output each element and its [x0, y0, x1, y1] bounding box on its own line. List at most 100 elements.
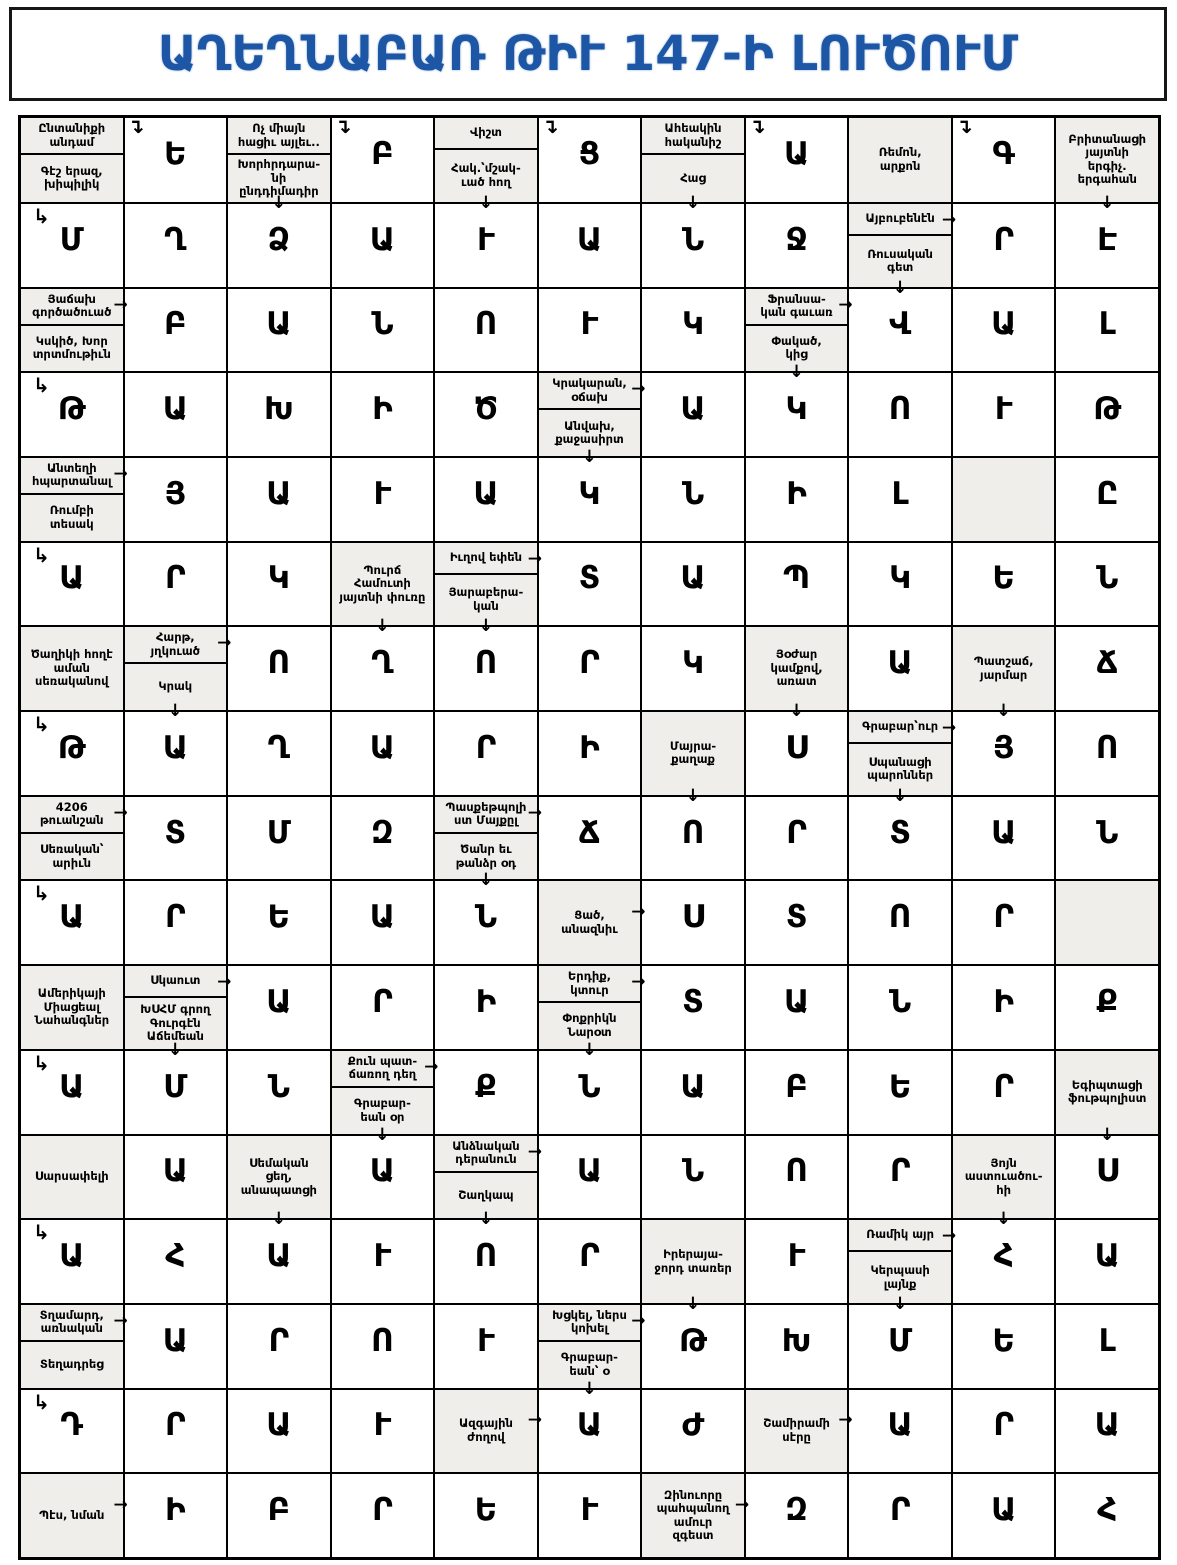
- answer-cell-r11c4: Ք →: [424, 1049, 538, 1135]
- answer-letter: Ա: [266, 306, 292, 343]
- answer-cell-r3c3: Ի: [330, 372, 435, 457]
- arrow-corner-right-icon: ↳: [33, 712, 50, 736]
- answer-letter: Ի: [475, 983, 497, 1020]
- answer-cell-r4c7: Ի: [744, 456, 849, 542]
- clue-text: Գէշ երազ, խիպիլիկ: [40, 163, 103, 192]
- answer-cell-r9c0: Ա ↳: [20, 880, 124, 966]
- answer-letter: Ն: [578, 1068, 601, 1105]
- answer-cell-r7c3: Ա: [330, 711, 435, 796]
- clue-cell-r15c7: Շամիրամի սէրը: [744, 1388, 849, 1474]
- answer-cell-r9c7: Տ: [744, 880, 849, 966]
- answer-letter: Ն: [1096, 814, 1119, 851]
- clue-top-half: Ահեակին հականիշ: [642, 118, 744, 156]
- split-clue-cell-r2c7: Ֆրանսա- կան գաւառ Փակած, կից: [744, 287, 849, 373]
- answer-cell-r14c2: Ր: [227, 1303, 331, 1389]
- answer-cell-r12c6: Ն: [641, 1134, 745, 1220]
- clue-top-half: Ընտանիքի անդամ: [21, 118, 123, 156]
- clue-top-half: Վիշտ: [435, 118, 537, 150]
- answer-letter: Հ: [1097, 1492, 1118, 1529]
- answer-cell-r10c6: Տ →: [631, 965, 745, 1050]
- answer-cell-r4c3: Ւ: [330, 456, 435, 542]
- answer-letter: Ա: [369, 729, 395, 766]
- answer-cell-r1c3: Ա: [330, 202, 435, 288]
- answer-cell-r6c4: Ո ↓: [434, 618, 538, 711]
- puzzle-grid: Ընտանիքի անդամ Գէշ երազ, խիպիլիկ Ե ↴ Ոչ միայ…: [18, 115, 1161, 1560]
- clue-text: Ռումբի տեսակ: [49, 503, 94, 531]
- clue-cell-r9c5: Ցած, անազնիւ: [537, 880, 642, 966]
- answer-letter: Ի: [372, 391, 393, 428]
- title-box: ԱՂԵՂՆԱԲԱՌ ԹԻՒ 147-Ի ԼՈՒԾՈՒՄ: [9, 7, 1167, 101]
- answer-letter: Թ: [57, 391, 86, 428]
- clue-bot-half: Գրաբար- եան՝ օ: [539, 1342, 641, 1388]
- clue-top-half: Պասքեթպոլի ստ Մայքըլ: [435, 797, 537, 834]
- clue-bot-half: ԽՍՀՄ գրող Գուրգէն Աճեմեան: [125, 998, 227, 1049]
- answer-cell-r14c7: Խ: [744, 1303, 849, 1389]
- answer-cell-r2c5: Ւ: [537, 287, 642, 373]
- clue-text: 4206 թուանշան: [39, 799, 104, 828]
- answer-letter: Հ: [993, 1238, 1014, 1275]
- answer-letter: Ա: [59, 1068, 85, 1105]
- clue-cell-r16c6: Զինուորը պահպանող ամուր զգեստ: [641, 1473, 745, 1558]
- clue-top-half: Ոչ միայն հացիւ այլեւ..: [228, 118, 330, 156]
- answer-cell-r2c6: Կ: [641, 287, 745, 373]
- answer-cell-r7c5: Ի: [537, 711, 642, 796]
- answer-letter: Կ: [785, 391, 808, 428]
- answer-cell-r15c10: Ա: [1055, 1388, 1159, 1474]
- answer-cell-r16c5: Ւ: [537, 1473, 642, 1558]
- answer-cell-r15c0: Դ ↳: [20, 1388, 124, 1474]
- answer-letter: Ր: [372, 1492, 393, 1529]
- answer-letter: Ա: [576, 221, 603, 258]
- answer-cell-r4c2: Ա: [227, 456, 331, 542]
- clue-text: Ահեակին հականիշ: [664, 121, 722, 149]
- clue-text: Գրաբար՝ուր: [862, 719, 939, 734]
- clue-text: Ամերիկայի Միացեալ Նահանգներ: [34, 986, 110, 1028]
- answer-cell-r1c6: Ն ↓: [641, 194, 745, 288]
- answer-cell-r15c9: Ր: [951, 1388, 1056, 1474]
- answer-cell-r5c9: Ե: [951, 541, 1056, 627]
- answer-letter: Ւ: [477, 1322, 495, 1359]
- answer-cell-r0c1: Ե ↴: [123, 116, 228, 203]
- clue-top-half: Կրակարան, օճախ: [538, 373, 641, 411]
- arrow-corner-down-icon: ↴: [541, 114, 559, 138]
- answer-cell-r1c10: Է ↓: [1055, 194, 1159, 288]
- clue-text: Շամիրամի սէրը: [763, 1416, 830, 1444]
- answer-letter: Խ: [263, 391, 294, 428]
- answer-cell-r8c8: Տ ↓: [848, 787, 952, 881]
- clue-text: Հակ.՝մշակ- ւած հող: [451, 161, 521, 189]
- answer-letter: Ո: [785, 1153, 808, 1190]
- split-clue-cell-r6c1: Հարթ, յղկուած Կրակ: [123, 626, 228, 711]
- answer-cell-r13c3: Ւ: [330, 1219, 435, 1304]
- split-clue-cell-r8c0: 4206 թուանշան Սեռական՝ արիւն: [20, 795, 124, 881]
- answer-letter: Ա: [680, 560, 706, 597]
- answer-letter: Ն: [267, 1068, 290, 1105]
- answer-letter: Ո: [888, 899, 912, 936]
- clue-text: Անվախ, քաջասիրտ: [555, 418, 624, 447]
- clue-bot-half: Կրակ: [125, 664, 227, 710]
- answer-letter: Ր: [475, 729, 497, 766]
- clue-text: Ցած, անազնիւ: [561, 908, 618, 936]
- answer-cell-r6c5: Ր: [537, 626, 642, 711]
- split-clue-cell-r12c4: Անձնական դերանուն Շաղկապ: [434, 1134, 538, 1220]
- answer-letter: Ա: [1094, 1238, 1120, 1275]
- answer-cell-r4c8: Լ: [848, 456, 952, 542]
- answer-letter: Վ: [889, 306, 912, 343]
- answer-cell-r10c10: Ք: [1055, 965, 1159, 1050]
- answer-letter: Ս: [785, 729, 808, 766]
- answer-letter: Խ: [781, 1322, 812, 1359]
- answer-cell-r3c4: Ծ: [434, 372, 538, 457]
- answer-cell-r4c4: Ա: [434, 456, 538, 542]
- answer-letter: Ձ: [267, 221, 291, 258]
- split-clue-cell-r7c8: Գրաբար՝ուր Սպանացի պարոններ: [848, 711, 952, 796]
- clue-top-half: Սկաուտ: [124, 966, 227, 999]
- answer-letter: Ն: [681, 475, 705, 512]
- clue-bot-half: Ծանր եւ թանձր օդ: [435, 834, 537, 880]
- answer-letter: Ջ: [785, 221, 808, 258]
- answer-letter: Հ: [165, 1238, 186, 1275]
- answer-cell-r9c8: Ո: [848, 880, 952, 966]
- clue-top-half: Իւղով եփեն: [435, 543, 537, 575]
- answer-cell-r4c1: Յ →: [114, 456, 228, 542]
- answer-letter: Ւ: [994, 391, 1013, 428]
- clue-cell-r6c7: Յօժար կամքով, առատ: [744, 626, 849, 711]
- answer-letter: Ը: [1096, 475, 1119, 512]
- answer-cell-r11c5: Ն ↓: [537, 1041, 642, 1135]
